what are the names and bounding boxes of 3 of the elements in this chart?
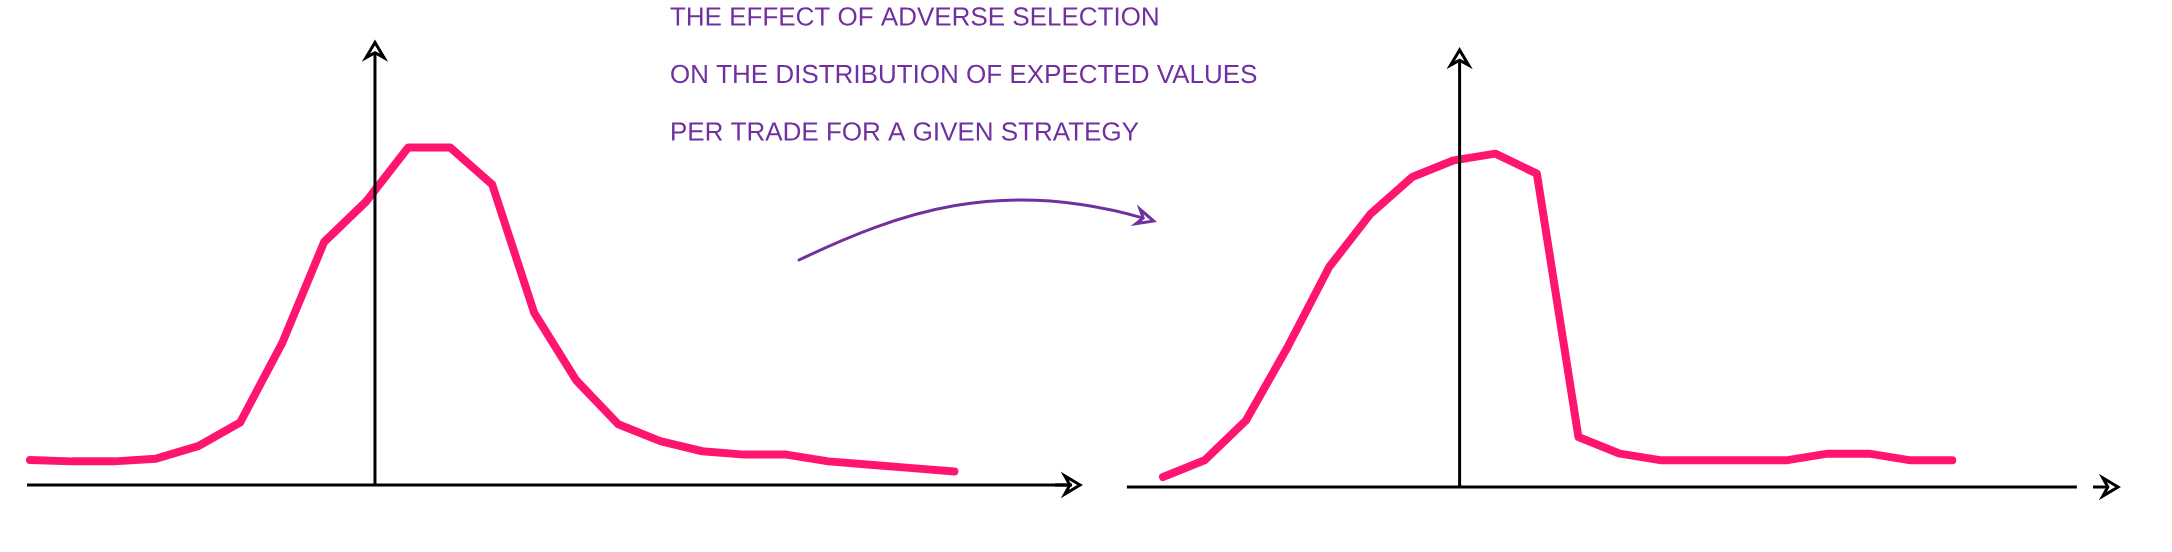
- text: THE EFFECT OF ADVERSE SELECTION: [670, 7, 1158, 26]
- text: ON THE DISTRIBUTION OF EXPECTED VALUES: [671, 64, 1257, 84]
- text: PER TRADE FOR A GIVEN STRATEGY: [672, 122, 1139, 141]
